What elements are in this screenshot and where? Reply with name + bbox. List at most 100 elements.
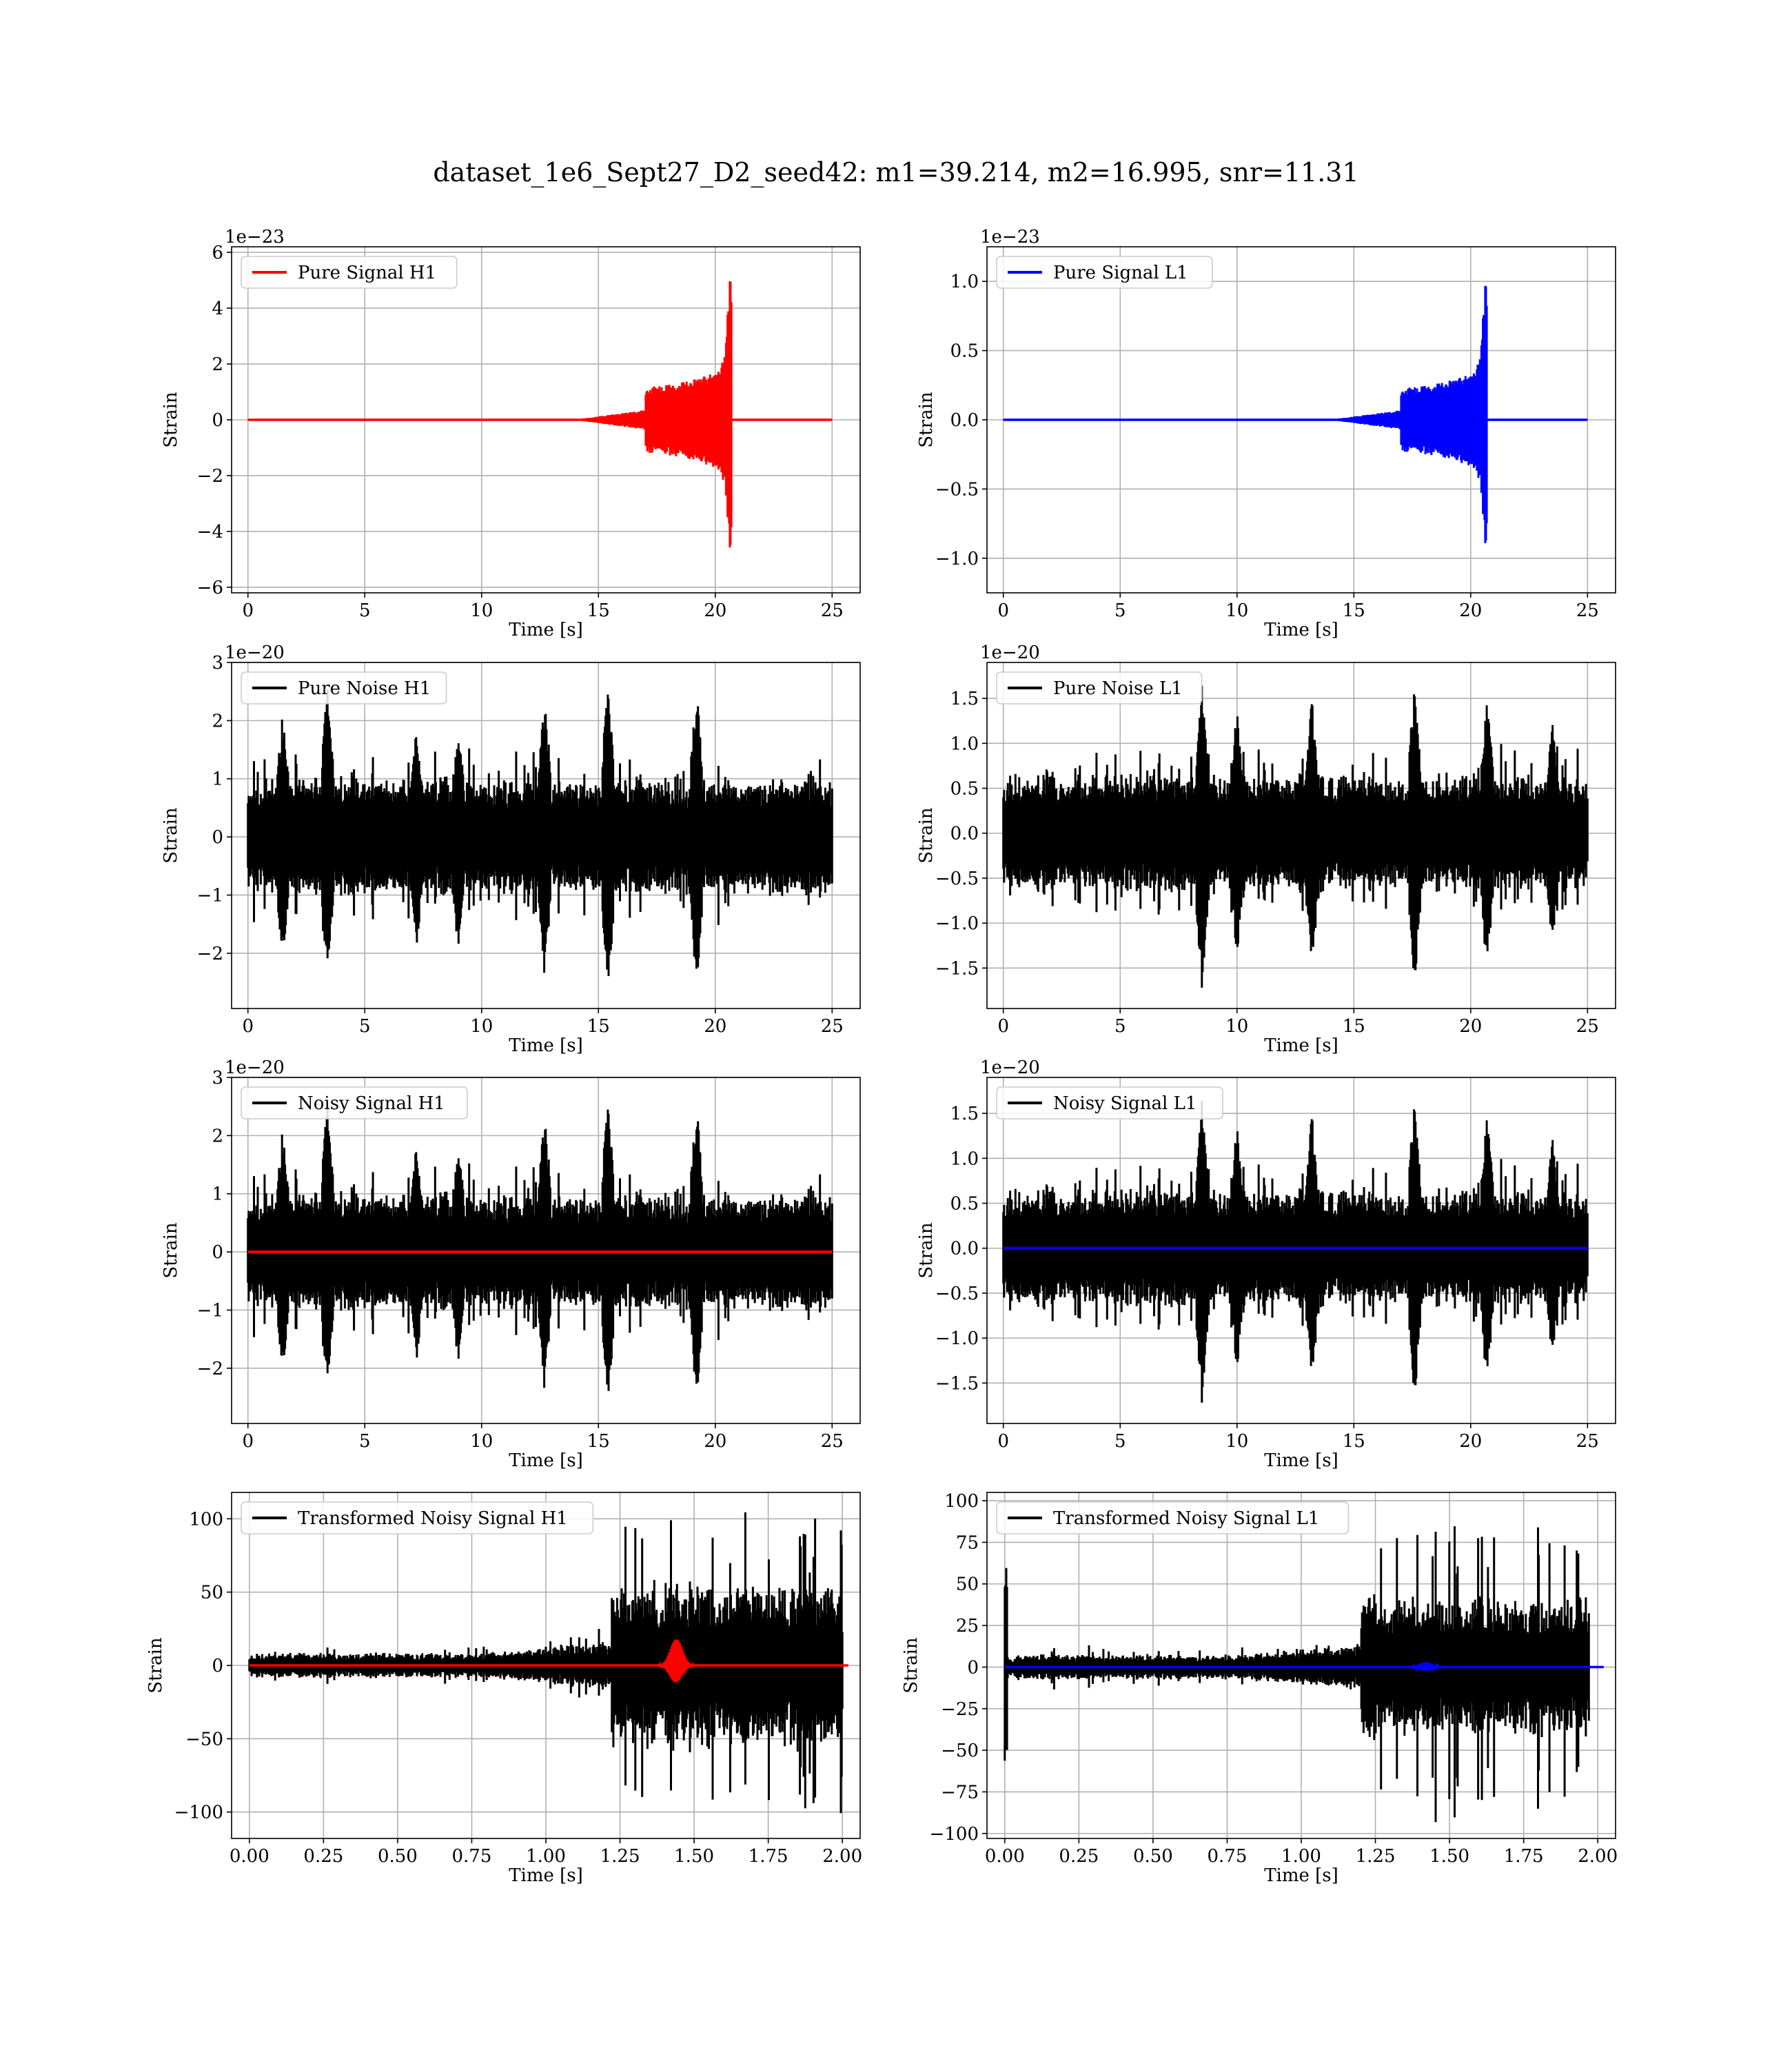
y-tick-label: 0.5 [950,779,979,800]
y-tick-label: −1.5 [935,958,979,979]
x-tick-label: 2.00 [1578,1846,1618,1867]
x-tick-label: 1.25 [1356,1846,1396,1867]
axes-frame [986,1077,1616,1424]
y-tick-label: −2 [197,466,223,487]
y-tick-label: −2 [197,1359,223,1379]
y-tick-label: −1.0 [935,913,979,934]
x-tick-label: 0.25 [1059,1846,1099,1867]
subplot-transformed-l1: 0.00 0.25 0.50 0.75 1.00 1.25 1.50 1.75 2.00 −100… [901,1491,1618,1886]
x-tick-label: 0 [997,1431,1009,1452]
x-tick-label: 25 [821,1431,844,1452]
x-axis-label: Time [s] [509,1865,583,1886]
x-tick-label: 15 [587,1431,610,1452]
y-tick-label: 100 [189,1509,223,1530]
x-tick-label: 0.00 [985,1846,1025,1867]
x-tick-label: 0 [242,1016,254,1037]
x-tick-label: 25 [1576,1016,1599,1037]
y-tick-label: −50 [941,1741,979,1761]
legend: Pure Noise L1 [996,671,1203,704]
x-tick-label: 10 [1225,1016,1248,1037]
y-tick-label: 25 [956,1616,979,1636]
y-axis-label: Strain [161,1222,181,1279]
subplot-transformed-h1: 0.00 0.25 0.50 0.75 1.00 1.25 1.50 1.75 2.00 −100… [145,1492,862,1886]
y-tick-label: 1.5 [950,1104,979,1124]
x-tick-label: 25 [821,1016,844,1037]
subplot-pure-noise-h1: 0 5 10 15 20 25 −2 −1 0 1 2 3 Time [s] Strain 1e−20 Pur… [161,642,861,1056]
x-tick-label: 2.00 [822,1846,862,1867]
y-tick-label: 1 [212,769,223,790]
x-tick-label: 0 [997,600,1009,621]
x-tick-label: 1.00 [526,1846,566,1867]
y-tick-label: −1.5 [935,1373,979,1394]
y-tick-label: −1.0 [935,1328,979,1349]
y-axis-label: Strain [916,392,937,448]
axis-offset-text: 1e−20 [980,642,1040,663]
x-tick-label: 5 [1114,600,1126,621]
y-tick-label: 3 [212,653,223,673]
legend: Pure Noise H1 [241,671,447,704]
x-tick-label: 15 [1343,600,1365,621]
x-tick-label: 15 [1343,1431,1365,1452]
y-tick-label: −0.5 [935,479,979,500]
y-tick-label: −2 [197,944,223,964]
subplot-pure-signal-l1: 0 5 10 15 20 25 −1.0 −0.5 0.0 0.5 1.0 Time [s] Strai… [916,227,1616,640]
axis-offset-text: 1e−20 [980,1057,1040,1078]
y-tick-label: −6 [197,578,223,598]
x-tick-label: 20 [1459,1016,1482,1037]
y-tick-label: 0.0 [950,824,979,844]
x-axis-label: Time [s] [509,1450,583,1471]
y-tick-label: 0 [212,410,223,431]
x-tick-label: 20 [704,1016,726,1037]
y-tick-label: −0.5 [935,1284,979,1304]
x-axis-label: Time [s] [1264,1035,1338,1056]
y-tick-label: 4 [212,298,223,319]
legend-label: Noisy Signal L1 [1053,1093,1197,1114]
y-axis-label: Strain [901,1637,922,1694]
legend-label: Pure Signal H1 [298,263,436,283]
y-tick-label: −4 [197,522,223,543]
y-tick-label: 1.5 [950,689,979,709]
y-tick-label: 50 [201,1583,223,1603]
y-tick-label: 0.0 [950,410,979,431]
y-axis-label: Strain [916,807,937,864]
y-axis-label: Strain [161,807,181,864]
y-tick-label: −50 [185,1729,223,1750]
x-tick-label: 20 [1459,1431,1482,1452]
x-tick-label: 0.75 [452,1846,492,1867]
y-tick-label: 0 [212,1242,223,1263]
y-tick-label: 75 [956,1532,979,1553]
x-axis-label: Time [s] [509,1035,583,1056]
x-axis-label: Time [s] [1264,1450,1338,1471]
legend-label: Pure Noise L1 [1053,678,1183,699]
x-tick-label: 0 [997,1016,1009,1037]
x-axis-label: Time [s] [509,620,583,640]
y-tick-label: 0 [212,827,223,848]
y-tick-label: 100 [944,1491,979,1512]
y-tick-label: 2 [212,711,223,731]
x-tick-label: 0.50 [378,1846,418,1867]
x-tick-label: 10 [470,1016,493,1037]
y-tick-label: 0 [967,1657,979,1678]
x-tick-label: 0.75 [1208,1846,1248,1867]
y-tick-label: 0.5 [950,1194,979,1215]
y-tick-label: 0 [212,1656,223,1676]
y-tick-label: 1.0 [950,1148,979,1169]
x-tick-label: 0 [242,600,254,621]
x-tick-label: 15 [1343,1016,1365,1037]
x-tick-label: 0.25 [303,1846,343,1867]
x-tick-label: 5 [1114,1431,1126,1452]
legend: Noisy Signal L1 [996,1086,1223,1119]
x-tick-label: 0 [242,1431,254,1452]
series-transformed-h1-overlay-1 [249,1639,848,1683]
y-tick-label: −100 [930,1824,979,1845]
legend: Noisy Signal H1 [241,1086,468,1119]
x-tick-label: 0.00 [230,1846,269,1867]
x-tick-label: 1.25 [600,1846,640,1867]
legend-label: Transformed Noisy Signal L1 [1053,1508,1319,1529]
x-tick-label: 1.50 [674,1846,714,1867]
legend-label: Pure Signal L1 [1053,263,1188,283]
x-tick-label: 1.00 [1281,1846,1321,1867]
x-tick-label: 20 [704,1431,726,1452]
series-noisy-signal-l1 [1002,1100,1589,1403]
x-tick-label: 5 [359,1431,371,1452]
